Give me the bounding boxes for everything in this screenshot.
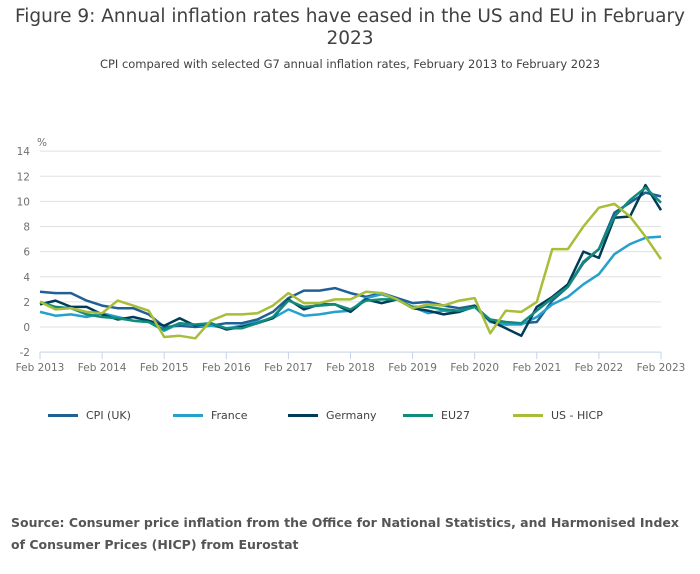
legend-swatch [173,414,203,417]
x-tick-label: Feb 2013 [16,362,65,374]
legend-swatch [288,414,318,417]
y-tick-label: 14 [17,146,31,158]
legend-item[interactable]: France [173,409,288,422]
y-tick-label: 4 [23,272,30,284]
legend-item[interactable]: CPI (UK) [48,409,173,422]
x-tick-label: Feb 2015 [140,362,189,374]
y-tick-label: 8 [23,222,30,234]
legend-label: US - HICP [551,409,603,422]
legend-label: Germany [326,409,377,422]
legend-label: France [211,409,248,422]
x-tick-label: Feb 2021 [512,362,561,374]
line-chart: % 14 12 10 8 6 4 2 0 -2 Feb 2013 Feb 2014 Feb 2015 F… [16,137,686,374]
x-tick-label: Feb 2014 [78,362,127,374]
legend-swatch [513,414,543,417]
x-tick-label: Feb 2019 [388,362,437,374]
y-tick-label: 2 [23,297,30,309]
legend-swatch [48,414,78,417]
legend-item[interactable]: Germany [288,409,403,422]
legend-item[interactable]: EU27 [403,409,513,422]
y-tick-label: 6 [23,247,30,259]
y-tick-label: 10 [17,196,30,208]
y-tick-label: 12 [17,171,30,183]
x-tick-label: Feb 2016 [202,362,251,374]
y-tick-label: 0 [23,322,30,334]
chart-title: Figure 9: Annual inflation rates have ea… [14,6,685,49]
x-tick-label: Feb 2022 [575,362,624,374]
series-line-germany [39,183,663,338]
y-tick-label: -2 [20,347,30,359]
legend-label: EU27 [441,409,470,422]
y-axis-label: % [37,137,47,149]
series-line-cpi-uk- [39,191,662,329]
legend-label: CPI (UK) [86,409,131,422]
x-tick-label: Feb 2017 [264,362,313,374]
source-note: Source: Consumer price inflation from th… [11,515,679,552]
legend-swatch [403,414,433,417]
legend-item[interactable]: US - HICP [513,409,633,422]
x-tick-label: Feb 2018 [326,362,375,374]
legend: CPI (UK) France Germany EU27 US - HICP [48,409,633,422]
x-tick-label: Feb 2020 [450,362,499,374]
x-tick-label: Feb 2023 [637,362,686,374]
series-line-us-hicp [39,202,663,340]
chart-subtitle: CPI compared with selected G7 annual inf… [99,57,601,71]
series-line-eu27 [39,186,662,331]
